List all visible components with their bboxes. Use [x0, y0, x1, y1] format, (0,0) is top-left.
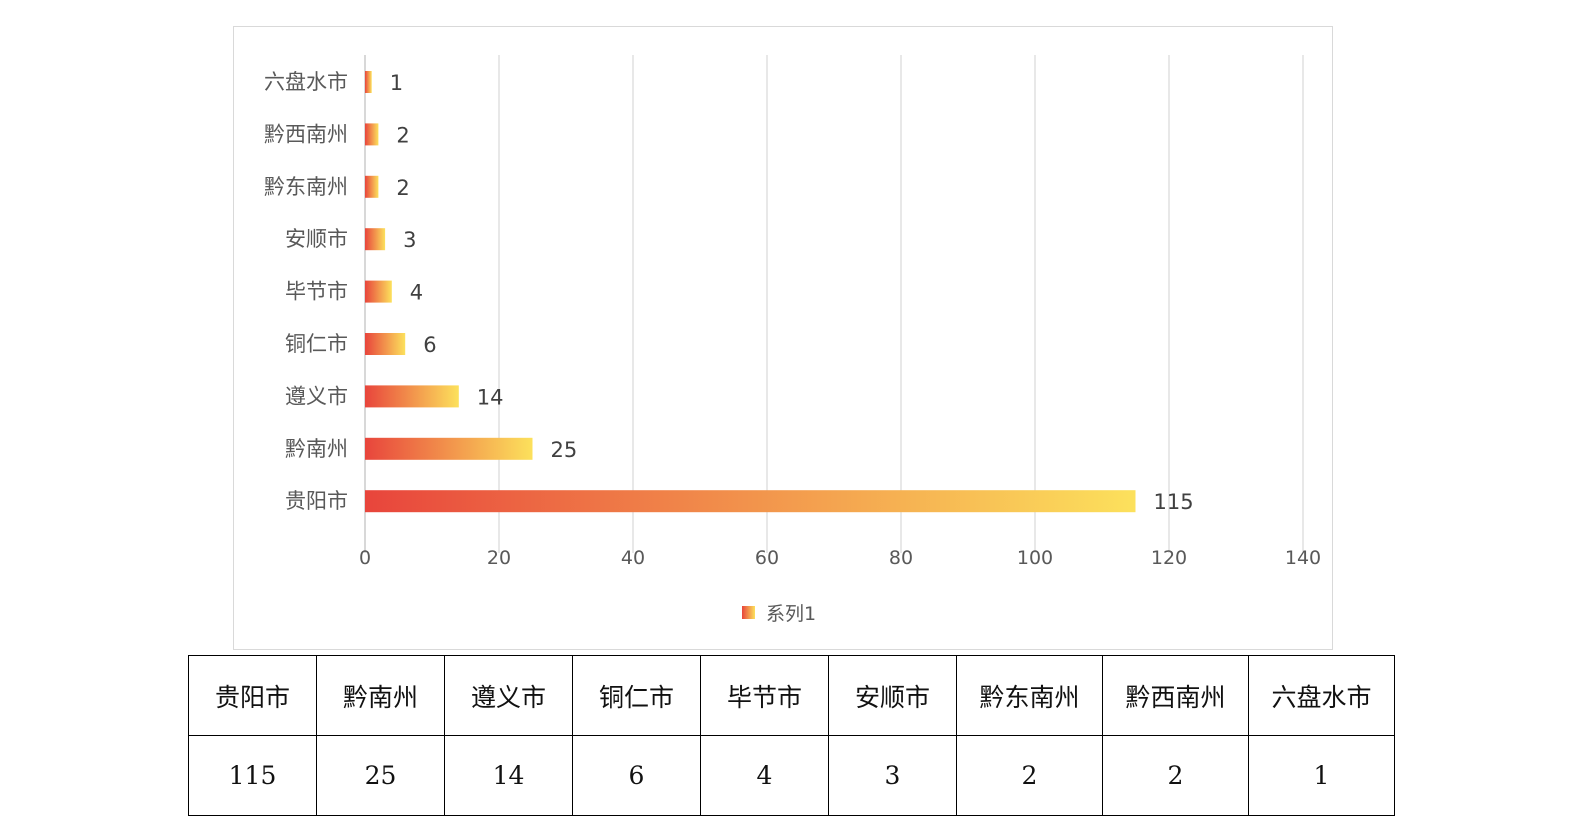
- bar: [365, 280, 392, 303]
- table-value-cell: 3: [828, 735, 957, 816]
- table-header-cell: 遵义市: [444, 655, 573, 736]
- category-label: 黔东南州: [264, 175, 348, 199]
- table-header-cell: 毕节市: [700, 655, 829, 736]
- table-value-cell: 4: [700, 735, 829, 816]
- table-header-cell: 铜仁市: [572, 655, 701, 736]
- bar: [365, 175, 379, 198]
- bar: [365, 437, 533, 460]
- bars: [365, 71, 1136, 513]
- table-value-cell: 1: [1248, 735, 1395, 816]
- table-value-cell: 25: [316, 735, 445, 816]
- table-value-cell: 2: [956, 735, 1103, 816]
- x-tick-label: 40: [621, 547, 645, 569]
- table-header-row: 贵阳市 黔南州 遵义市 铜仁市 毕节市 安顺市 黔东南州 黔西南州 六盘水市: [188, 655, 1395, 736]
- table-row: 115 25 14 6 4 3 2 2 1: [188, 735, 1395, 816]
- bar: [365, 123, 379, 146]
- data-label: 25: [551, 438, 578, 462]
- data-label: 2: [396, 123, 409, 147]
- data-label: 1: [390, 71, 403, 95]
- category-label: 黔西南州: [264, 122, 348, 146]
- data-label: 3: [403, 228, 416, 252]
- data-label: 6: [423, 333, 436, 357]
- x-tick-label: 80: [889, 547, 913, 569]
- gridlines: [498, 55, 1304, 553]
- legend: 系列1: [742, 603, 816, 625]
- legend-label: 系列1: [766, 603, 816, 625]
- table-header-cell: 六盘水市: [1248, 655, 1395, 736]
- table-value-cell: 115: [188, 735, 317, 816]
- category-label: 铜仁市: [285, 332, 348, 356]
- bar: [365, 71, 372, 93]
- data-labels: 1 2 2 3 4 6 14 25 115: [390, 71, 1194, 514]
- category-label: 毕节市: [285, 280, 348, 304]
- bar: [365, 228, 386, 251]
- table-header-cell: 黔东南州: [956, 655, 1103, 736]
- legend-swatch: [742, 606, 755, 619]
- table-header-cell: 黔西南州: [1102, 655, 1249, 736]
- data-label: 115: [1154, 490, 1194, 514]
- x-tick-label: 0: [359, 547, 371, 569]
- x-axis-ticks: 0 20 40 60 80 100 120 140: [359, 547, 1321, 569]
- table-value-cell: 6: [572, 735, 701, 816]
- category-label: 贵阳市: [285, 489, 348, 513]
- data-table: 贵阳市 黔南州 遵义市 铜仁市 毕节市 安顺市 黔东南州 黔西南州 六盘水市 1…: [188, 655, 1395, 816]
- category-label: 安顺市: [285, 227, 348, 251]
- data-label: 14: [477, 385, 504, 409]
- x-tick-label: 100: [1017, 547, 1053, 569]
- table-header-cell: 黔南州: [316, 655, 445, 736]
- x-tick-label: 20: [487, 547, 511, 569]
- table-header-cell: 贵阳市: [188, 655, 317, 736]
- category-label: 遵义市: [285, 384, 348, 408]
- bar: [365, 385, 459, 408]
- table-header-cell: 安顺市: [828, 655, 957, 736]
- x-tick-label: 60: [755, 547, 779, 569]
- chart-area: 六盘水市黔西南州黔东南州安顺市毕节市铜仁市遵义市黔南州贵阳市 1 2 2 3 4 6 14 2…: [233, 26, 1333, 650]
- bar: [365, 333, 406, 355]
- x-tick-label: 140: [1285, 547, 1321, 569]
- bar: [365, 490, 1136, 513]
- table-value-cell: 14: [444, 735, 573, 816]
- x-tick-label: 120: [1151, 547, 1187, 569]
- table-value-cell: 2: [1102, 735, 1249, 816]
- data-label: 2: [396, 176, 409, 200]
- data-label: 4: [410, 281, 423, 305]
- category-label: 六盘水市: [264, 70, 348, 94]
- category-label: 黔南州: [285, 437, 348, 461]
